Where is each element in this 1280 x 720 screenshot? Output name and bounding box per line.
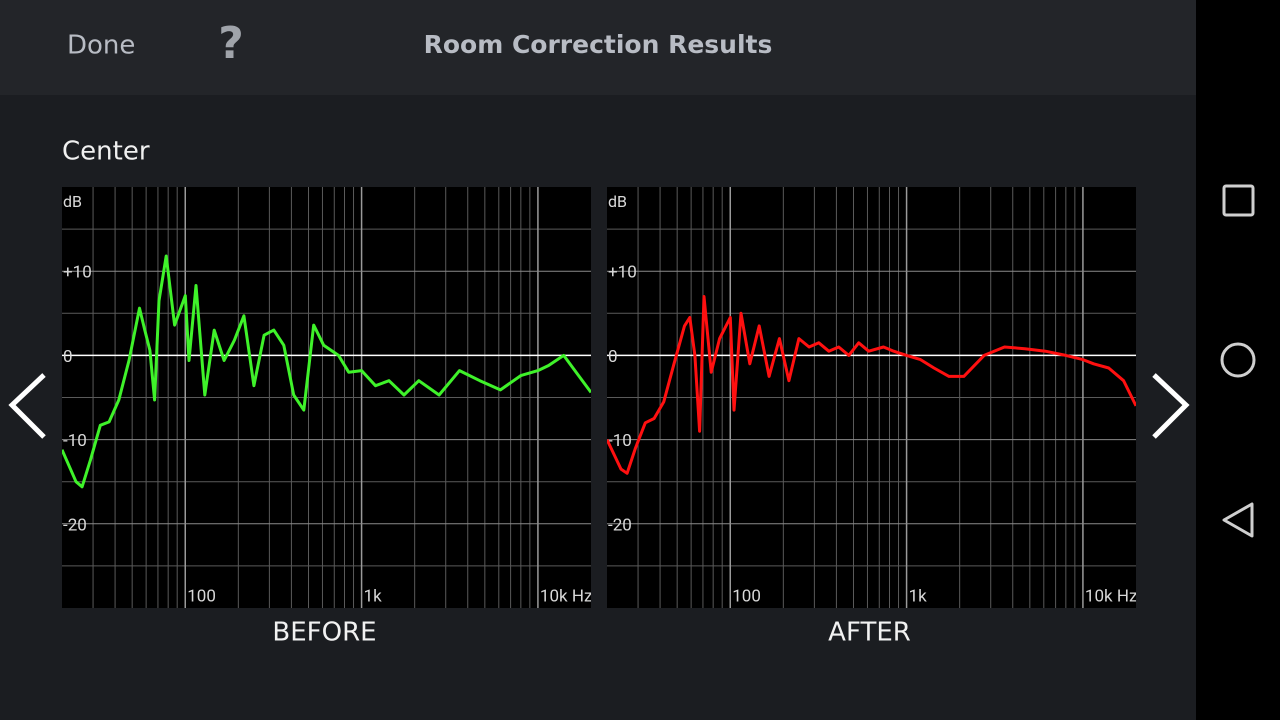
back-button[interactable] — [1222, 502, 1254, 538]
header-bar — [0, 0, 1196, 95]
y-tick-label: +10 — [63, 263, 92, 283]
x-tick-label: 1k — [364, 586, 383, 606]
done-button[interactable]: Done — [67, 31, 135, 61]
nav-bar — [1196, 0, 1280, 720]
y-tick-label: -20 — [608, 515, 632, 535]
chart-title: AFTER — [828, 618, 911, 648]
y-tick-label: -20 — [63, 515, 87, 535]
x-tick-label: 100 — [732, 586, 761, 606]
home-button[interactable] — [1220, 342, 1256, 378]
y-tick-label: -10 — [63, 431, 87, 451]
y-axis-label: dB — [608, 192, 627, 211]
chart-title: BEFORE — [272, 618, 376, 648]
x-tick-label: 1k — [909, 586, 928, 606]
channel-name: Center — [62, 137, 150, 167]
response-line — [62, 254, 591, 489]
x-tick-label: 10k Hz — [540, 586, 593, 606]
previous-arrow[interactable] — [8, 373, 46, 439]
recents-button[interactable] — [1222, 184, 1255, 217]
y-tick-label: 0 — [63, 347, 73, 367]
y-tick-label: +10 — [608, 263, 637, 283]
y-axis-label: dB — [63, 192, 82, 211]
x-tick-label: 10k Hz — [1085, 586, 1138, 606]
y-tick-label: -10 — [608, 431, 632, 451]
next-arrow[interactable] — [1152, 373, 1190, 439]
chart: 100 1k 10k Hz +10 0 -10 -20 dB — [607, 187, 1138, 608]
y-tick-label: 0 — [608, 347, 618, 367]
chart: 100 1k 10k Hz +10 0 -10 -20 dB — [62, 187, 593, 608]
response-line — [607, 295, 1136, 475]
help-button[interactable]: ? — [218, 18, 244, 69]
x-tick-label: 100 — [187, 586, 216, 606]
screen-title: Room Correction Results — [424, 30, 773, 59]
